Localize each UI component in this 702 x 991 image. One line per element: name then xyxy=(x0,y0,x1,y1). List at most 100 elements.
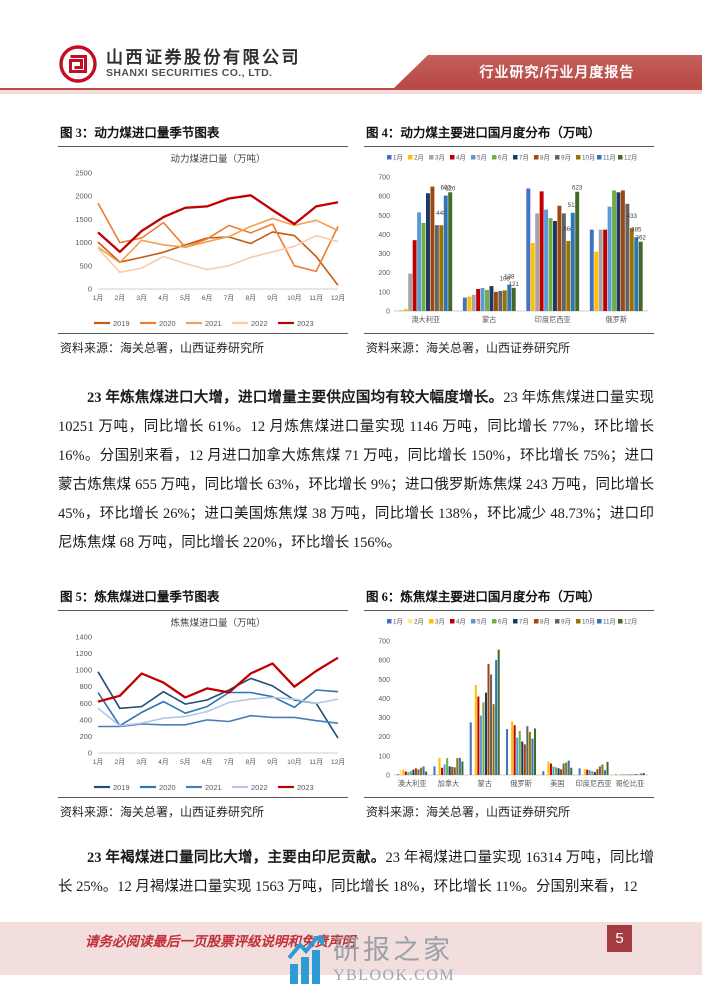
svg-text:2022: 2022 xyxy=(251,319,268,328)
svg-text:1000: 1000 xyxy=(75,238,92,247)
svg-text:433: 433 xyxy=(627,213,638,220)
figure-6-rule-top xyxy=(364,610,654,611)
svg-text:300: 300 xyxy=(378,715,390,722)
footer-band xyxy=(0,922,702,975)
svg-text:448: 448 xyxy=(436,210,447,217)
svg-text:2月: 2月 xyxy=(414,154,424,162)
report-type-label: 行业研究/行业月度报告 xyxy=(479,63,635,80)
figure-4: 图 4：动力煤主要进口国月度分布（万吨） 1月 2月 3月 4月 5月 6月 7月 8月 9月 1… xyxy=(364,118,654,358)
svg-text:2月: 2月 xyxy=(414,618,424,626)
svg-text:500: 500 xyxy=(79,261,92,270)
figure-6-source: 资料来源：海关总署，山西证券研究所 xyxy=(366,805,571,819)
svg-text:3月: 3月 xyxy=(435,618,445,626)
svg-text:0: 0 xyxy=(88,285,92,294)
svg-text:12月: 12月 xyxy=(331,758,345,766)
svg-text:2月: 2月 xyxy=(115,294,126,302)
svg-text:9月: 9月 xyxy=(561,154,571,162)
paragraph-coking-coal-body: 23 年炼焦煤进口量实现 10251 万吨，同比增长 61%。12 月炼焦煤进口… xyxy=(58,390,655,551)
svg-text:5月: 5月 xyxy=(180,294,191,302)
svg-text:5月: 5月 xyxy=(180,758,191,766)
svg-text:蒙古: 蒙古 xyxy=(478,779,492,788)
svg-text:4月: 4月 xyxy=(456,154,466,162)
paragraph-coking-coal: 23 年炼焦煤进口大增，进口增量主要供应国均有较大幅度增长。23 年炼焦煤进口量… xyxy=(58,384,654,558)
svg-text:8月: 8月 xyxy=(540,618,550,626)
svg-text:10月: 10月 xyxy=(287,758,301,766)
svg-text:10月: 10月 xyxy=(582,618,595,626)
figure-5-rule-top xyxy=(58,610,348,611)
svg-text:623: 623 xyxy=(572,185,583,192)
svg-text:11月: 11月 xyxy=(309,294,323,302)
svg-text:7月: 7月 xyxy=(519,618,529,626)
watermark-chart-icon xyxy=(287,936,324,984)
thermal-coal-country-bar-chart: 1月 2月 3月 4月 5月 6月 7月 8月 9月 10月 11月 12月 0 100 200 300 400… xyxy=(378,154,648,324)
svg-text:澳大利亚: 澳大利亚 xyxy=(411,315,440,324)
svg-text:9月: 9月 xyxy=(561,618,571,626)
svg-text:400: 400 xyxy=(378,232,390,239)
watermark: 研报之家 YBLOOK.COM xyxy=(287,936,455,986)
figure-6-rule-bottom xyxy=(364,797,654,798)
svg-text:700: 700 xyxy=(378,639,390,646)
svg-text:印度尼西亚: 印度尼西亚 xyxy=(576,779,612,788)
thermal-coal-seasonal-line-chart: 动力煤进口量（万吨） 0 500 1000 1500 2000 2500 1月 2月 3月 4月 5月… xyxy=(75,153,345,328)
company-name-cn: 山西证券股份有限公司 xyxy=(106,47,301,67)
svg-text:385: 385 xyxy=(631,226,642,233)
svg-text:0: 0 xyxy=(386,309,390,316)
svg-text:2020: 2020 xyxy=(159,319,176,328)
svg-text:4月: 4月 xyxy=(158,294,169,302)
svg-text:1月: 1月 xyxy=(393,154,403,162)
footer-disclaimer: 请务必阅读最后一页股票评级说明和免责声明 xyxy=(85,934,355,949)
svg-text:8月: 8月 xyxy=(245,758,256,766)
svg-text:动力煤进口量（万吨）: 动力煤进口量（万吨） xyxy=(170,153,265,165)
figure-row-1: 图 3：动力煤进口量季节图表 动力煤进口量（万吨） 0 500 1000 1500 200… xyxy=(58,118,654,358)
svg-text:1月: 1月 xyxy=(93,758,104,766)
svg-text:印度尼西亚: 印度尼西亚 xyxy=(535,315,571,324)
svg-text:12月: 12月 xyxy=(624,618,637,626)
watermark-site: YBLOOK.COM xyxy=(333,967,456,985)
svg-text:600: 600 xyxy=(79,699,92,708)
svg-text:700: 700 xyxy=(378,175,390,182)
svg-text:俄罗斯: 俄罗斯 xyxy=(605,315,627,324)
svg-text:400: 400 xyxy=(79,715,92,724)
figure-3-rule-bottom xyxy=(58,333,348,334)
svg-text:2022: 2022 xyxy=(251,783,268,792)
svg-text:5月: 5月 xyxy=(477,154,487,162)
svg-text:500: 500 xyxy=(378,213,390,220)
svg-text:200: 200 xyxy=(378,734,390,741)
svg-text:121: 121 xyxy=(509,281,520,288)
figure-4-source: 资料来源：海关总署，山西证券研究所 xyxy=(366,341,571,355)
svg-text:俄罗斯: 俄罗斯 xyxy=(510,779,532,788)
svg-text:2月: 2月 xyxy=(115,758,126,766)
svg-text:7月: 7月 xyxy=(519,154,529,162)
paragraph-lignite-lead: 23 年褐煤进口量同比大增，主要由印尼贡献。 xyxy=(87,850,386,866)
coking-coal-seasonal-line-chart: 炼焦煤进口量（万吨） 0 200 400 600 800 1000 1200 1400 1月 2月 3… xyxy=(75,617,345,792)
svg-text:362: 362 xyxy=(636,235,647,242)
svg-text:蒙古: 蒙古 xyxy=(482,315,496,324)
figure-6: 图 6：炼焦煤主要进口国月度分布（万吨） 1月 2月 3月 4月 5月 6月 7月 8月 9月 1… xyxy=(364,582,654,822)
company-emblem-icon xyxy=(59,45,97,83)
svg-text:9月: 9月 xyxy=(267,294,278,302)
svg-text:1200: 1200 xyxy=(75,649,92,658)
svg-text:500: 500 xyxy=(378,677,390,684)
svg-text:8月: 8月 xyxy=(540,154,550,162)
svg-text:366: 366 xyxy=(563,226,574,233)
figure-4-rule-bottom xyxy=(364,333,654,334)
svg-text:6月: 6月 xyxy=(498,154,508,162)
svg-text:1500: 1500 xyxy=(75,215,92,224)
svg-text:1月: 1月 xyxy=(93,294,104,302)
svg-text:100: 100 xyxy=(378,289,390,296)
svg-text:2023: 2023 xyxy=(297,783,314,792)
svg-text:4月: 4月 xyxy=(158,758,169,766)
svg-text:513: 513 xyxy=(568,202,579,209)
svg-text:2019: 2019 xyxy=(113,319,130,328)
svg-text:11月: 11月 xyxy=(309,758,323,766)
svg-text:400: 400 xyxy=(378,696,390,703)
paragraph-lignite: 23 年褐煤进口量同比大增，主要由印尼贡献。23 年褐煤进口量实现 16314 … xyxy=(58,844,654,902)
svg-text:3月: 3月 xyxy=(136,294,147,302)
figure-5-rule-bottom xyxy=(58,797,348,798)
svg-text:6月: 6月 xyxy=(498,618,508,626)
svg-text:7月: 7月 xyxy=(224,294,235,302)
figure-5-source: 资料来源：海关总署，山西证券研究所 xyxy=(60,805,265,819)
svg-text:620: 620 xyxy=(445,185,456,192)
svg-text:600: 600 xyxy=(378,194,390,201)
svg-text:美国: 美国 xyxy=(550,779,564,788)
